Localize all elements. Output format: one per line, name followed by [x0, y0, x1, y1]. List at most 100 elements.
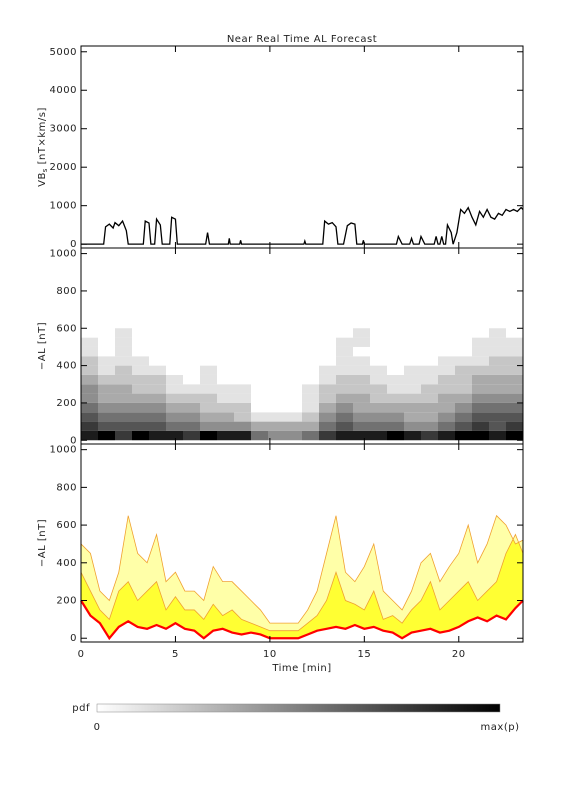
heatmap-cell [404, 412, 421, 422]
heatmap-cell [319, 384, 336, 394]
heatmap-cell [506, 337, 523, 347]
heatmap-cell [370, 393, 387, 403]
heatmap-cell [285, 430, 302, 441]
heatmap-cell [472, 384, 489, 394]
heatmap-cell [251, 356, 268, 366]
heatmap-cell [506, 328, 523, 338]
heatmap-cell [166, 328, 183, 338]
y-axis-title-rest: [nT×km/s] [37, 107, 48, 168]
heatmap-cell [455, 328, 472, 338]
heatmap-cell [370, 430, 387, 441]
x-tick-label: 0 [78, 649, 85, 660]
heatmap-cell [200, 337, 217, 347]
heatmap-cell [234, 356, 251, 366]
heatmap-cell [421, 384, 438, 394]
y-tick-label: 3000 [50, 124, 77, 135]
heatmap-cell [472, 393, 489, 403]
heatmap-cell [455, 346, 472, 357]
heatmap-cell [217, 328, 234, 338]
heatmap-cell [319, 328, 336, 338]
heatmap-cell [98, 393, 115, 403]
heatmap-cell [81, 337, 98, 347]
heatmap-cell [183, 337, 200, 347]
y-tick-label: 200 [56, 596, 77, 607]
heatmap-cell [217, 421, 234, 431]
heatmap-cell [455, 402, 472, 413]
heatmap-cell [472, 374, 489, 385]
heatmap-cell [302, 328, 319, 338]
heatmap-cell [336, 337, 353, 347]
y-tick-label: 1000 [50, 201, 77, 212]
heatmap-cell [115, 430, 132, 441]
heatmap-cell [285, 374, 302, 385]
band-fill [81, 515, 523, 631]
heatmap-cell [404, 421, 421, 431]
y-axis-title: VBs [nT×km/s] [37, 107, 49, 187]
heatmap-cell [353, 356, 370, 366]
heatmap-cell [472, 328, 489, 338]
heatmap-cell [115, 393, 132, 403]
heatmap-cell [336, 402, 353, 413]
heatmap-cell [387, 384, 404, 394]
heatmap-cell [251, 421, 268, 431]
heatmap-cell [489, 356, 506, 366]
heatmap-cell [387, 402, 404, 413]
heatmap-cell [319, 365, 336, 375]
heatmap-cell [115, 337, 132, 347]
heatmap-cell [387, 328, 404, 338]
heatmap-cell [81, 384, 98, 394]
heatmap-cell [149, 393, 166, 403]
heatmap-cell [251, 337, 268, 347]
heatmap-cell [166, 412, 183, 422]
heatmap-cell [370, 365, 387, 375]
heatmap-cell [387, 356, 404, 366]
heatmap-cell [234, 337, 251, 347]
heatmap-cell [421, 374, 438, 385]
heatmap-cell [234, 430, 251, 441]
heatmap-cell [506, 412, 523, 422]
x-tick-label: 15 [357, 649, 371, 660]
heatmap-cell [438, 346, 455, 357]
heatmap-cell [183, 393, 200, 403]
heatmap-cell [336, 328, 353, 338]
heatmap-cell [319, 430, 336, 441]
heatmap-cell [251, 346, 268, 357]
heatmap-cell [251, 365, 268, 375]
heatmap-cell [268, 430, 285, 441]
heatmap-cell [132, 374, 149, 385]
heatmap-cell [455, 430, 472, 441]
heatmap-cell [404, 430, 421, 441]
heatmap-cell [438, 374, 455, 385]
heatmap-cell [387, 412, 404, 422]
heatmap-cell [506, 346, 523, 357]
heatmap-cell [217, 374, 234, 385]
heatmap-cell [81, 430, 98, 441]
heatmap-cell [268, 328, 285, 338]
heatmap-cell [421, 328, 438, 338]
heatmap-cell [251, 412, 268, 422]
heatmap-cell [200, 365, 217, 375]
heatmap-cell [319, 374, 336, 385]
colorbar-max-label: max(p) [481, 722, 520, 733]
x-tick-label: 20 [452, 649, 466, 660]
heatmap-cell [387, 430, 404, 441]
heatmap-cell [98, 402, 115, 413]
heatmap-cell [353, 337, 370, 347]
heatmap-cell [268, 346, 285, 357]
heatmap-cell [115, 356, 132, 366]
heatmap-cell [234, 365, 251, 375]
heatmap-cell [217, 430, 234, 441]
y-tick-label: 600 [56, 520, 77, 531]
heatmap-cell [132, 384, 149, 394]
heatmap-cell [132, 412, 149, 422]
heatmap-cell [81, 328, 98, 338]
heatmap-cell [166, 356, 183, 366]
heatmap-cell [115, 421, 132, 431]
heatmap-cell [438, 412, 455, 422]
heatmap-cell [268, 393, 285, 403]
heatmap-cell [183, 365, 200, 375]
heatmap-cell [200, 421, 217, 431]
heatmap-cell [319, 337, 336, 347]
heatmap-cell [149, 384, 166, 394]
heatmap-cell [81, 374, 98, 385]
